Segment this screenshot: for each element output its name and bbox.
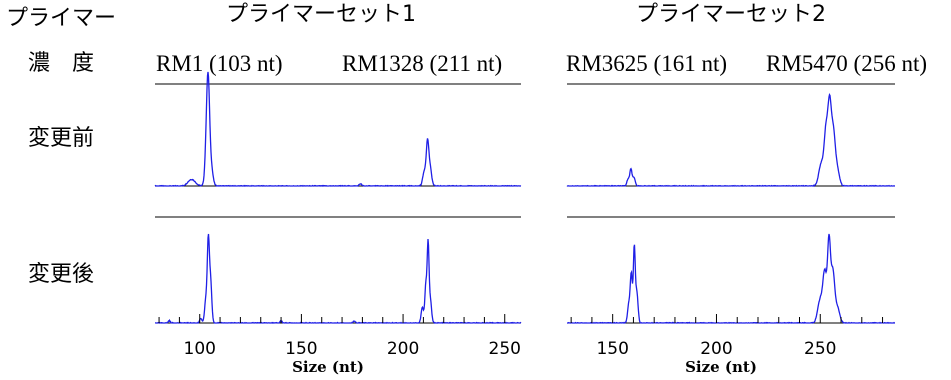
set1-title: プライマーセット1 xyxy=(226,2,416,27)
marker-label-rm3625: RM3625 (161 nt) xyxy=(566,51,727,76)
x-axis-label: Size (nt) xyxy=(292,358,364,376)
trace-after xyxy=(155,233,522,324)
marker-label-rm1: RM1 (103 nt) xyxy=(156,51,283,76)
x-tick-label: 250 xyxy=(489,339,521,359)
row-label-before: 変更前 xyxy=(28,126,95,151)
row-label-after: 変更後 xyxy=(28,262,95,287)
set2-title: プライマーセット2 xyxy=(636,2,826,27)
marker-label-rm5470: RM5470 (256 nt) xyxy=(766,51,927,76)
x-tick-label: 250 xyxy=(804,339,836,359)
x-tick-label: 150 xyxy=(596,339,628,359)
x-tick-label: 200 xyxy=(387,339,419,359)
trace-after xyxy=(567,233,895,324)
x-axis-label: Size (nt) xyxy=(685,358,757,376)
trace-before xyxy=(154,71,522,187)
x-tick-label: 150 xyxy=(285,339,317,359)
trace-before xyxy=(566,93,895,188)
marker-label-rm1328: RM1328 (211 nt) xyxy=(342,51,503,76)
x-tick-label: 200 xyxy=(700,339,732,359)
row-header-title: プライマー xyxy=(6,6,117,31)
row-header-subtitle: 濃 度 xyxy=(28,51,95,76)
x-tick-label: 100 xyxy=(184,339,216,359)
